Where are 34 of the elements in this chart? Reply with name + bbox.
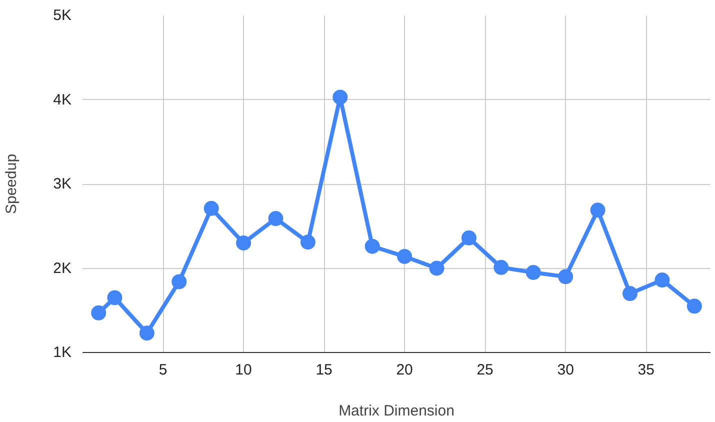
point <box>429 260 444 276</box>
point <box>107 290 122 306</box>
x-tick-label: 5 <box>158 362 168 378</box>
point <box>526 264 541 280</box>
point <box>654 272 670 288</box>
point <box>236 235 252 250</box>
x-axis-title: Matrix Dimension <box>338 402 454 420</box>
point <box>494 260 509 275</box>
point <box>332 90 348 105</box>
point <box>139 326 154 341</box>
y-tick-label: 4K <box>53 91 72 108</box>
point <box>686 298 702 314</box>
point <box>397 248 412 264</box>
point <box>364 238 380 254</box>
point <box>622 286 638 302</box>
x-tick-label: 20 <box>396 362 413 378</box>
x-tick-label: 30 <box>557 362 574 378</box>
point <box>172 274 187 290</box>
point <box>204 200 219 216</box>
point <box>558 269 574 284</box>
x-tick-label: 10 <box>235 362 252 378</box>
y-tick-label: 3K <box>53 176 72 192</box>
x-tick-label: 35 <box>638 362 654 378</box>
y-tick-label: 5K <box>53 7 72 24</box>
point <box>461 230 476 246</box>
point <box>300 234 316 250</box>
y-tick-label: 2K <box>53 260 72 277</box>
point <box>91 305 106 320</box>
point <box>268 211 284 226</box>
y-tick-label: 1K <box>53 344 72 361</box>
point <box>590 202 606 218</box>
x-tick-label: 25 <box>476 362 494 378</box>
x-tick-label: 15 <box>316 362 332 378</box>
y-axis-title: Speedup <box>3 154 20 214</box>
